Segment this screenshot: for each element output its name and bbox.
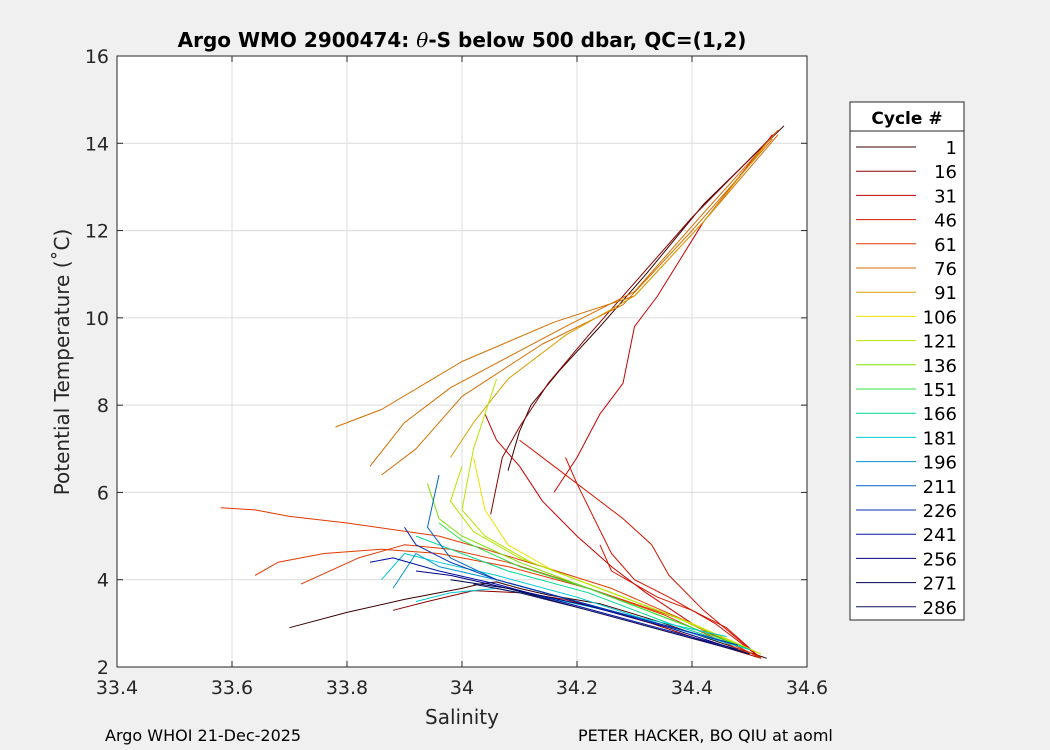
series-line (404, 527, 739, 646)
legend-entry-label: 76 (934, 259, 957, 280)
legend-entry-label: 31 (934, 186, 957, 207)
y-tick-label: 10 (85, 308, 109, 330)
series-line (490, 129, 779, 515)
legend-title: Cycle # (871, 109, 942, 129)
axis-ticks: 33.4 33.6 33.8 34 34.2 34.4 34.6 2 4 6 8 10 12 14 16 (85, 46, 828, 699)
legend-box (849, 101, 965, 621)
x-tick-label: 33.4 (96, 677, 138, 699)
legend-entry-label: 196 (923, 453, 957, 474)
series-line (415, 535, 750, 650)
legend-entry-label: 106 (923, 307, 957, 328)
legend-entry-label: 1 (946, 138, 957, 159)
series-line (519, 439, 762, 659)
series-line (369, 557, 739, 650)
series-line (450, 142, 768, 458)
legend-entry-label: 271 (923, 574, 957, 595)
series-line (438, 522, 750, 650)
legend-entry-label: 286 (923, 598, 957, 619)
y-tick-label: 4 (97, 570, 109, 592)
legend-entry-label: 121 (923, 332, 957, 353)
x-tick-label: 33.6 (211, 677, 253, 699)
legend-entry-label: 226 (923, 501, 957, 522)
footer-left-text: Argo WHOI 21-Dec-2025 (105, 726, 302, 745)
y-tick-label: 16 (85, 46, 109, 68)
y-tick-label: 12 (85, 221, 109, 243)
series-line (484, 413, 762, 659)
series-line (473, 583, 750, 655)
x-axis-label: Salinity (425, 705, 499, 729)
x-tick-label: 34.4 (671, 677, 713, 699)
chart-title: Argo WMO 2900474: θ-S below 500 dbar, QC… (178, 28, 747, 52)
y-tick-label: 6 (97, 482, 109, 504)
series-line (254, 548, 762, 659)
legend-entry-label: 181 (923, 428, 957, 449)
legend-entry-label: 151 (923, 380, 957, 401)
x-tick-label: 34.6 (786, 677, 828, 699)
y-tick-label: 14 (85, 133, 109, 155)
series-line (450, 466, 750, 650)
y-tick-label: 8 (97, 395, 109, 417)
series-line (565, 457, 762, 659)
series-line (415, 570, 750, 655)
series-line (289, 581, 767, 659)
y-axis-label: Potential Temperature (˚C) (50, 229, 74, 496)
legend-entry-label: 211 (923, 477, 957, 498)
legend-entry-label: 91 (934, 283, 957, 304)
y-tick-label: 2 (97, 657, 109, 679)
x-tick-label: 34.2 (556, 677, 598, 699)
series-line (300, 544, 750, 655)
legend-entries: 1 16 31 46 61 76 91 106 121 136 151 166 181 196 211 226… (856, 138, 957, 619)
legend-entry-label: 136 (923, 356, 957, 377)
legend: Cycle # 11631466176911061211361511661811… (849, 101, 965, 621)
legend-entry-label: 256 (923, 549, 957, 570)
legend-entry-label: 16 (934, 162, 957, 183)
series-line (369, 129, 779, 467)
x-tick-label: 33.8 (326, 677, 368, 699)
series-line (599, 544, 762, 659)
legend-entry-label: 241 (923, 525, 957, 546)
series-line (220, 507, 762, 659)
series-line (381, 138, 773, 476)
legend-entry-label: 46 (934, 211, 957, 232)
x-tick-label: 34 (450, 677, 474, 699)
legend-entry-label: 61 (934, 235, 957, 256)
footer-right-text: PETER HACKER, BO QIU at aoml (578, 726, 833, 745)
series-line (553, 134, 773, 493)
legend-entry-label: 166 (923, 404, 957, 425)
series-layer (220, 125, 785, 659)
